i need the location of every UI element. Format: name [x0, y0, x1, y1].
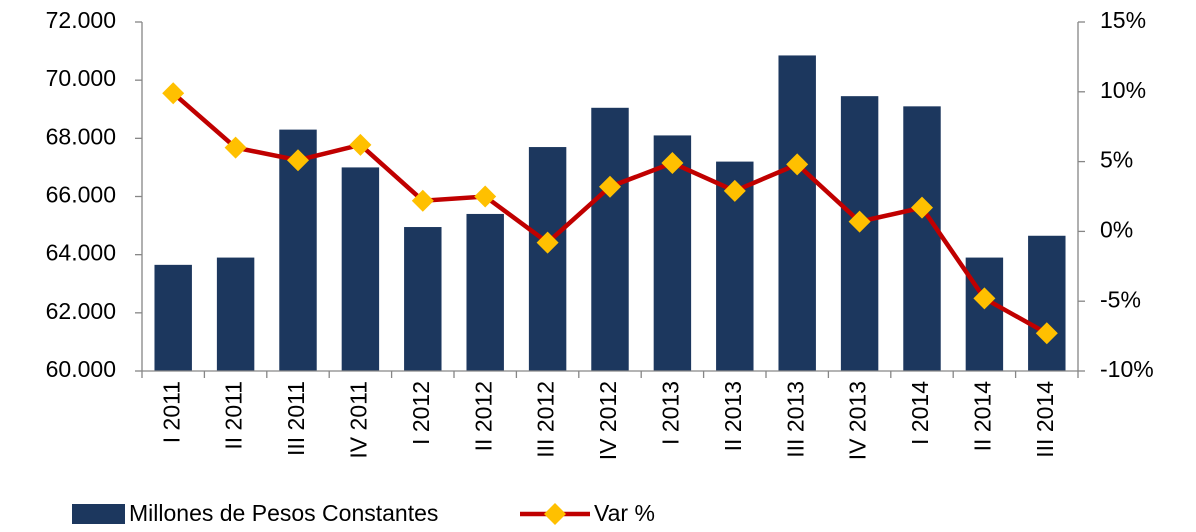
x-tick-label: II 2014: [969, 381, 995, 452]
legend-marker: [544, 503, 566, 525]
y2-tick-label: 10%: [1100, 77, 1146, 103]
x-tick-label: IV 2011: [345, 381, 371, 459]
marker: [661, 151, 684, 174]
x-tick-label: III 2012: [533, 381, 559, 458]
marker: [162, 82, 185, 105]
legend-label: Millones de Pesos Constantes: [129, 500, 438, 526]
x-tick-label: I 2011: [158, 381, 184, 443]
y-tick-label: 64.000: [46, 240, 116, 266]
marker: [973, 287, 996, 310]
x-tick-label: I 2012: [408, 381, 434, 445]
y2-tick-label: 5%: [1100, 147, 1133, 173]
bar: [903, 106, 941, 371]
bar: [216, 257, 255, 371]
bar: [528, 147, 567, 371]
legend-swatch: [72, 504, 125, 524]
bar: [653, 135, 692, 371]
marker: [848, 210, 871, 233]
marker: [536, 231, 559, 254]
x-tick-label: III 2013: [782, 381, 808, 458]
marker: [224, 136, 247, 159]
bar: [404, 227, 442, 371]
x-tick-label: II 2013: [720, 381, 746, 451]
y-tick-label: 68.000: [46, 123, 116, 149]
y-tick-label: 62.000: [46, 298, 116, 324]
y-tick-label: 72.000: [46, 7, 116, 33]
marker: [411, 189, 434, 212]
legend-label: Var %: [594, 500, 655, 526]
x-tick-label: I 2013: [657, 381, 683, 445]
bar: [466, 213, 504, 371]
bar: [840, 96, 879, 371]
bar: [341, 167, 380, 371]
x-tick-label: I 2014: [907, 381, 933, 445]
y2-tick-label: -10%: [1100, 356, 1154, 382]
marker: [599, 175, 621, 198]
bar: [965, 257, 1004, 371]
x-tick-label: III 2011: [283, 381, 309, 456]
x-tick-label: IV 2012: [595, 381, 621, 460]
marker: [1035, 322, 1058, 345]
bar: [1028, 235, 1066, 371]
marker: [287, 149, 309, 172]
y-tick-label: 60.000: [46, 356, 116, 382]
x-tick-label: IV 2013: [845, 381, 871, 460]
marker: [786, 153, 809, 176]
marker: [723, 179, 746, 202]
y-tick-label: 66.000: [46, 182, 116, 208]
marker: [349, 133, 372, 156]
x-tick-label: III 2014: [1032, 381, 1058, 458]
bar: [591, 107, 629, 371]
bar: [154, 264, 192, 371]
y2-tick-label: 15%: [1100, 7, 1146, 33]
x-tick-label: II 2012: [470, 381, 496, 451]
marker: [911, 196, 933, 219]
x-tick-label: II 2011: [221, 381, 247, 450]
y2-tick-label: -5%: [1100, 286, 1141, 312]
y2-tick-label: 0%: [1100, 216, 1133, 242]
bar: [778, 55, 816, 372]
y-tick-label: 70.000: [46, 65, 116, 91]
marker: [474, 185, 497, 208]
